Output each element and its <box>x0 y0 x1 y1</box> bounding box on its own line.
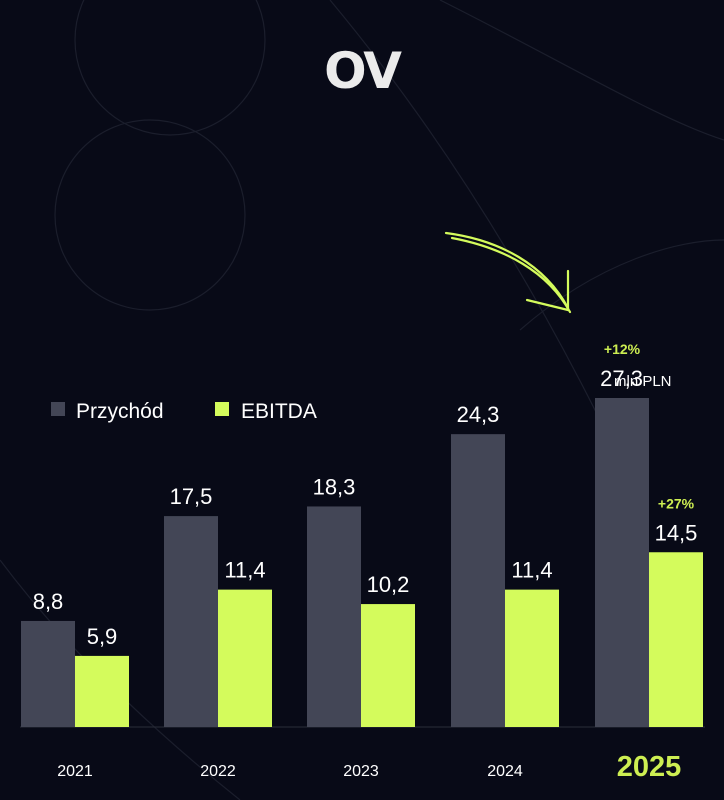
x-tick-label-2025: 2025 <box>617 751 682 783</box>
unit-label: mln PLN <box>614 373 672 390</box>
data-label-ebitda-2024: 11,4 <box>511 558 552 583</box>
bar-przychod-2025 <box>595 398 649 727</box>
bar-przychod-2021 <box>21 620 75 727</box>
data-label-przychod-2022: 17,5 <box>170 484 213 509</box>
annotation-przychod-2025: +12% <box>604 341 641 357</box>
plot-area: 8,8 5,9 2021 17,5 11,4 2022 18,3 10,2 2023 24,3 11… <box>20 341 705 783</box>
data-label-przychod-2023: 18,3 <box>313 474 356 499</box>
data-label-przychod-2024: 24,3 <box>457 402 500 427</box>
bar-przychod-2022 <box>164 516 218 727</box>
legend: Przychód EBITDA <box>51 400 317 423</box>
logo-text: OV <box>324 42 402 100</box>
legend-swatch-przychod <box>51 402 65 416</box>
data-label-ebitda-2021: 5,9 <box>87 624 118 649</box>
legend-swatch-ebitda <box>215 402 229 416</box>
data-label-przychod-2025: 27,3 <box>600 366 643 391</box>
bar-ebitda-2021 <box>75 655 129 727</box>
data-label-ebitda-2023: 10,2 <box>367 572 410 597</box>
x-tick-label-2023: 2023 <box>343 763 379 780</box>
bar-ebitda-2024 <box>505 589 559 727</box>
bar-przychod-2023 <box>307 506 361 727</box>
data-label-przychod-2021: 8,8 <box>33 589 64 614</box>
arrow-icon <box>444 231 572 314</box>
bar-ebitda-2022 <box>218 589 272 727</box>
legend-label-przychod: Przychód <box>76 400 164 423</box>
bar-przychod-2024 <box>451 434 505 727</box>
legend-label-ebitda: EBITDA <box>241 400 317 423</box>
data-label-ebitda-2022: 11,4 <box>224 558 265 583</box>
x-tick-label-2024: 2024 <box>487 763 523 780</box>
x-tick-label-2022: 2022 <box>200 763 236 780</box>
bar-ebitda-2025 <box>649 552 703 727</box>
ov-logo: OV <box>324 42 404 100</box>
annotation-ebitda-2025: +27% <box>658 495 695 511</box>
bar-ebitda-2023 <box>361 604 415 727</box>
x-tick-label-2021: 2021 <box>57 763 93 780</box>
data-label-ebitda-2025: 14,5 <box>655 520 698 545</box>
